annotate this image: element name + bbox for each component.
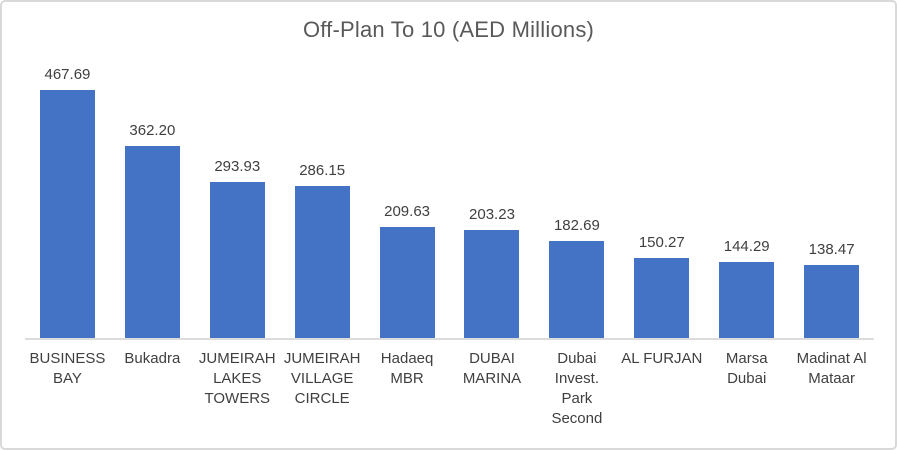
bar[interactable] — [209, 182, 265, 338]
plot-area: 467.69 362.20 293.93 286.15 209.63 203.23 182.… — [25, 44, 874, 429]
category-axis: BUSINESS BAY Bukadra JUMEIRAH LAKES TOWERS… — [25, 340, 874, 429]
bar[interactable] — [804, 264, 860, 338]
data-label: 182.69 — [553, 217, 600, 235]
bar-group: 467.69 — [25, 44, 110, 338]
data-label: 138.47 — [808, 240, 855, 258]
bar-group: 209.63 — [365, 44, 450, 338]
category-label: Marsa Dubai — [725, 350, 768, 387]
data-label: 362.20 — [129, 121, 176, 139]
data-label: 209.63 — [384, 202, 431, 220]
bar-group: 203.23 — [450, 44, 535, 338]
bar-group: 150.27 — [619, 44, 704, 338]
category-label: Bukadra — [124, 350, 181, 367]
data-label: 286.15 — [299, 162, 346, 180]
data-label: 293.93 — [214, 158, 261, 176]
data-label: 144.29 — [723, 237, 770, 255]
bar-group: 362.20 — [110, 44, 195, 338]
bar-group: 144.29 — [704, 44, 789, 338]
bar[interactable] — [719, 261, 775, 338]
data-label: 467.69 — [44, 66, 91, 83]
bar-group: 138.47 — [789, 44, 874, 338]
x-axis-line — [25, 338, 874, 340]
category-label: BUSINESS BAY — [29, 350, 106, 387]
bar[interactable] — [124, 145, 180, 338]
bar[interactable] — [39, 90, 95, 338]
bar[interactable] — [634, 258, 690, 338]
bar[interactable] — [464, 230, 520, 338]
bar-group: 286.15 — [280, 44, 365, 338]
bars-row: 467.69 362.20 293.93 286.15 209.63 203.23 182.… — [25, 44, 874, 338]
category-label: Hadaeq MBR — [380, 350, 434, 387]
category-label: Dubai Invest. Park Second — [551, 350, 603, 427]
bar[interactable] — [294, 186, 350, 338]
category-label: DUBAI MARINA — [462, 350, 522, 387]
bar[interactable] — [379, 226, 435, 338]
bar-group: 182.69 — [534, 44, 619, 338]
category-label: JUMEIRAH LAKES TOWERS — [198, 350, 276, 407]
chart-title: Off-Plan To 10 (AED Millions) — [302, 17, 595, 42]
category-label: JUMEIRAH VILLAGE CIRCLE — [283, 350, 361, 407]
data-label: 203.23 — [469, 206, 515, 224]
bar-group: 293.93 — [195, 44, 280, 338]
data-label: 150.27 — [638, 234, 685, 252]
category-label: Madinat Al Mataar — [796, 350, 867, 387]
category-label: AL FURJAN — [621, 350, 703, 367]
bar[interactable] — [549, 241, 605, 338]
